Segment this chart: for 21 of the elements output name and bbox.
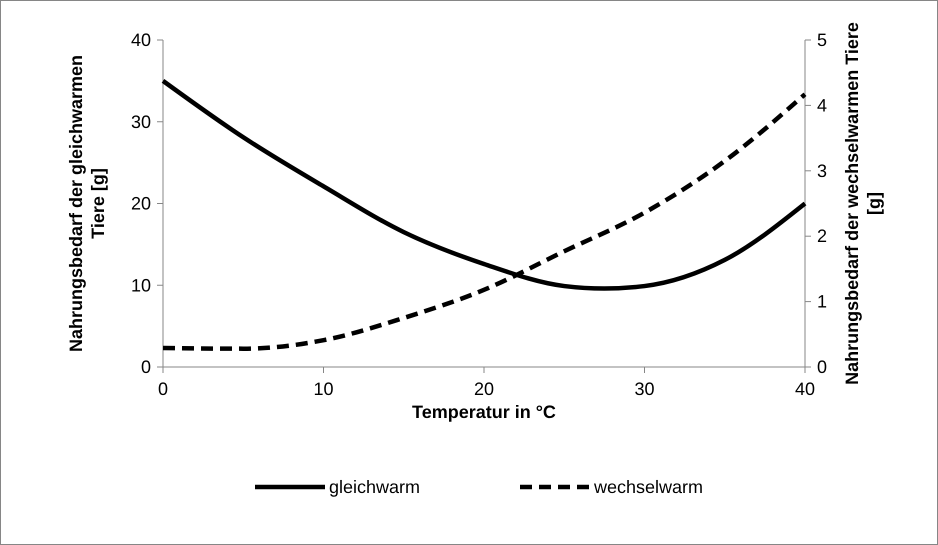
y2-tick-label: 5 <box>817 30 828 50</box>
x-tick-label: 40 <box>794 379 816 399</box>
y-tick-label: 40 <box>130 30 151 50</box>
x-axis-title: Temperatur in °C <box>412 402 556 422</box>
y-axis-title: Nahrungsbedarf der gleichwarmen Tiere [g] <box>66 54 108 352</box>
y-tick-label: 30 <box>130 112 151 132</box>
y-tick-label: 10 <box>130 275 151 296</box>
y2-axis-title: Nahrungsbedarf der wechselwarmen Tiere [g] <box>842 22 884 385</box>
y2-tick-label: 1 <box>817 292 828 312</box>
x-tick-label: 0 <box>158 379 168 399</box>
y2-tick-label: 2 <box>817 226 828 246</box>
x-tick-label: 20 <box>474 379 494 399</box>
x-tick-label: 30 <box>634 379 655 399</box>
y2-tick-label: 3 <box>817 160 828 181</box>
legend-label: gleichwarm <box>329 477 420 497</box>
y-tick-label: 0 <box>140 357 151 377</box>
legend-label: wechselwarm <box>593 477 704 497</box>
y2-tick-label: 4 <box>817 95 828 116</box>
x-tick-label: 10 <box>313 379 334 399</box>
y2-tick-label: 0 <box>817 357 828 377</box>
y-tick-label: 20 <box>130 194 151 214</box>
